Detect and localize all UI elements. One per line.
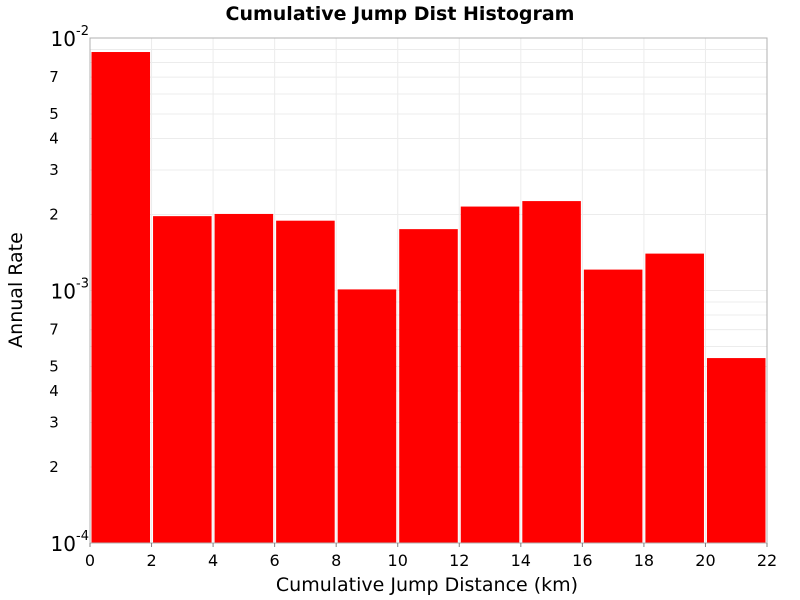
- bar-9: [645, 253, 704, 544]
- y-minor-tick-label: 5: [49, 105, 59, 123]
- bar-7: [522, 201, 581, 543]
- x-tick-label: 10: [388, 551, 408, 570]
- x-tick-label: 4: [208, 551, 218, 570]
- y-minor-tick-label: 3: [49, 161, 59, 179]
- x-tick-label: 20: [695, 551, 715, 570]
- bar-4: [337, 289, 397, 543]
- plot-border: [89, 37, 768, 544]
- x-tick-label: 14: [511, 551, 531, 570]
- bar-6: [460, 206, 520, 543]
- bar-2: [214, 213, 274, 543]
- y-decade-base: 10: [51, 532, 76, 556]
- bars: [91, 52, 766, 544]
- bar-1: [153, 216, 212, 543]
- y-decade-exponent: -3: [76, 277, 89, 292]
- y-decade-tick-label: 10 -2: [51, 24, 89, 51]
- y-decade-exponent: -2: [76, 24, 89, 39]
- x-tick-label: 6: [270, 551, 280, 570]
- bar-0: [91, 52, 151, 543]
- y-decade-tick-label: 10 -3: [51, 277, 89, 304]
- y-minor-tick-label: 3: [49, 414, 59, 432]
- x-tick-label: 0: [85, 551, 95, 570]
- x-axis-label: Cumulative Jump Distance (km): [276, 574, 578, 596]
- x-tick-label: 18: [634, 551, 654, 570]
- y-decade-base: 10: [51, 280, 76, 304]
- bar-5: [399, 229, 458, 544]
- bar-8: [583, 269, 643, 543]
- y-minor-tick-label: 7: [49, 321, 59, 339]
- y-minor-tick-label: 4: [49, 129, 59, 147]
- y-minor-tick-label: 5: [49, 358, 59, 376]
- chart-title: Cumulative Jump Dist Histogram: [226, 3, 575, 25]
- y-minor-tick-label: 7: [49, 68, 59, 86]
- x-tick-label: 16: [572, 551, 592, 570]
- y-decade-base: 10: [51, 27, 76, 51]
- y-minor-tick-label: 2: [49, 205, 59, 223]
- y-axis-label: Annual Rate: [5, 232, 27, 348]
- x-axis-ticks: 0 2 4 6 8 10 12 14 16 18 20 22: [85, 543, 777, 570]
- x-tick-label: 22: [757, 551, 777, 570]
- bar-10: [706, 358, 766, 543]
- y-minor-tick-label: 4: [49, 382, 59, 400]
- bar-3: [276, 220, 335, 543]
- x-tick-label: 2: [146, 551, 156, 570]
- x-tick-label: 8: [331, 551, 341, 570]
- x-tick-label: 12: [449, 551, 469, 570]
- y-decade-exponent: -4: [76, 529, 89, 544]
- y-decade-tick-label: 10 -4: [51, 529, 89, 556]
- y-minor-tick-label: 2: [49, 458, 59, 476]
